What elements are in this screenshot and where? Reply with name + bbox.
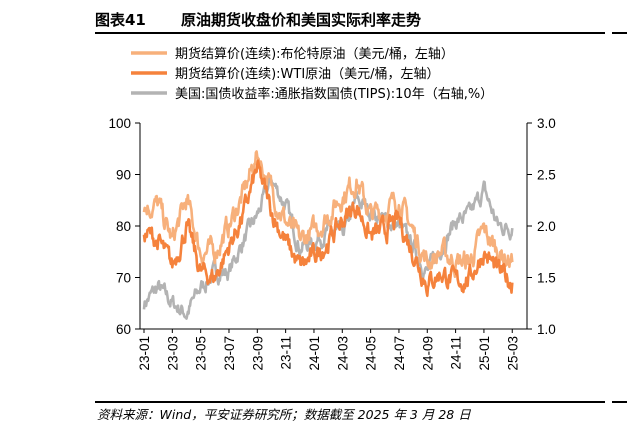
x-tick-label: 24-03 (335, 336, 350, 371)
adjacent-figure-edge (612, 6, 627, 34)
x-tick-label: 24-07 (392, 336, 407, 371)
y-right-tick-label: 2.0 (537, 219, 556, 234)
x-tick-label: 25-01 (477, 336, 492, 371)
y-left-tick-label: 80 (116, 219, 131, 234)
chart-legend: 期货结算价(连续):布伦特原油（美元/桶，左轴） 期货结算价(连续):WTI原油（… (131, 46, 493, 102)
x-tick-label: 23-05 (194, 336, 209, 371)
chart-axes: 60 70 80 90 100 1.0 1.5 2.0 2.5 3.0 23-01 23-03 23-0… (108, 116, 555, 371)
y-left-tick-label: 100 (108, 116, 131, 131)
series-line-wti (142, 159, 514, 298)
x-tick-label: 23-07 (222, 336, 237, 371)
x-tick-label: 23-01 (137, 336, 152, 371)
legend-item-tips-label: 美国:国债收益率:通胀指数国债(TIPS):10年（右轴,%） (175, 86, 493, 102)
adjacent-figure-edge-bottom (612, 401, 627, 403)
x-tick-label: 25-03 (505, 336, 520, 371)
chart-plot (142, 150, 514, 320)
x-tick-label: 23-03 (165, 336, 180, 371)
figure-number: 图表41 (95, 11, 146, 29)
x-tick-label: 23-09 (250, 336, 265, 371)
y-left-tick-label: 60 (116, 322, 131, 337)
x-tick-label: 24-05 (364, 336, 379, 371)
series-line-brent (142, 150, 514, 278)
y-right-tick-label: 1.5 (537, 271, 556, 286)
x-tick-label: 24-09 (420, 336, 435, 371)
footer-rule (95, 401, 605, 403)
source-note: 资料来源：Wind，平安证券研究所；数据截至 2025 年 3 月 28 日 (97, 407, 471, 422)
y-left-tick-label: 70 (116, 271, 131, 286)
x-tick-label: 23-11 (279, 336, 294, 370)
y-right-tick-label: 3.0 (537, 116, 556, 131)
y-right-tick-label: 2.5 (537, 168, 556, 183)
legend-item-brent-label: 期货结算价(连续):布伦特原油（美元/桶，左轴） (175, 46, 454, 62)
figure-title: 原油期货收盘价和美国实际利率走势 (181, 11, 422, 29)
figure-header: 图表41 原油期货收盘价和美国实际利率走势 (95, 6, 605, 34)
x-tick-label: 24-11 (449, 336, 464, 370)
y-left-tick-label: 90 (116, 168, 131, 183)
x-tick-label: 24-01 (307, 336, 322, 371)
y-right-tick-label: 1.0 (537, 322, 556, 337)
legend-item-wti-label: 期货结算价(连续):WTI原油（美元/桶，左轴） (175, 66, 440, 82)
